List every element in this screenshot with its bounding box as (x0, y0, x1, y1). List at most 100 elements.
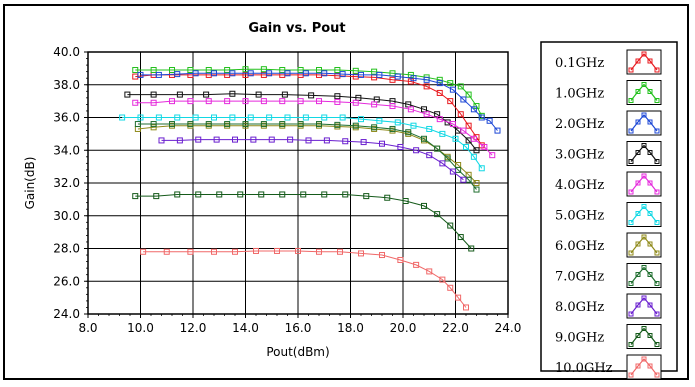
x-tick-label: 16.0 (285, 321, 312, 335)
legend-marker (628, 281, 634, 286)
data-point (279, 191, 286, 198)
legend-marker (628, 159, 634, 164)
data-point (457, 111, 464, 118)
legend-marker (647, 333, 653, 338)
data-point (211, 114, 217, 121)
chart-title: Gain vs. Pout (248, 21, 345, 36)
series-line (137, 125, 477, 184)
data-point (389, 103, 396, 110)
data-point (155, 71, 162, 78)
data-point (137, 114, 144, 121)
series-line (135, 74, 483, 146)
data-point (153, 193, 160, 200)
data-point (174, 71, 181, 78)
data-point (284, 114, 291, 121)
legend-line (630, 236, 658, 254)
data-point (334, 121, 341, 128)
data-point (150, 124, 157, 131)
y-tick-label: 34.0 (53, 143, 80, 157)
data-point (389, 125, 396, 132)
data-point (460, 96, 467, 103)
data-point (447, 98, 454, 105)
legend-item: 10.0GHz (555, 354, 662, 380)
data-point (192, 70, 199, 77)
data-point (358, 116, 364, 123)
data-point (316, 248, 322, 255)
series-line (140, 72, 498, 131)
data-point (150, 99, 157, 106)
data-point (284, 70, 291, 77)
legend-marker (635, 150, 641, 155)
data-point (150, 121, 157, 128)
data-point (321, 191, 328, 198)
data-point (229, 90, 236, 97)
x-tick-label: 24.0 (495, 321, 522, 335)
x-tick-label: 10.0 (127, 321, 154, 335)
legend-marker (641, 143, 647, 148)
data-point (137, 71, 144, 78)
series-line (143, 250, 467, 308)
data-point (305, 137, 312, 144)
data-point (232, 248, 238, 255)
data-point (447, 80, 454, 87)
data-point (439, 160, 446, 167)
series-layer (119, 66, 501, 311)
legend-line (630, 297, 658, 315)
legend-marker (641, 112, 647, 118)
data-point (473, 147, 480, 154)
data-point (376, 117, 383, 124)
data-point (465, 122, 472, 129)
data-point (297, 67, 304, 74)
data-point (150, 67, 157, 74)
data-point (457, 83, 464, 90)
data-point (494, 127, 501, 134)
data-point (352, 122, 359, 129)
data-point (489, 152, 496, 159)
data-point (402, 198, 409, 205)
data-point (421, 135, 427, 142)
data-point (468, 245, 475, 252)
data-point (470, 135, 477, 142)
legend-line (630, 144, 658, 162)
data-point (242, 98, 249, 105)
legend-label: 6.0GHz (555, 239, 604, 254)
data-point (192, 114, 199, 121)
legend-line (630, 175, 658, 193)
data-point (371, 68, 378, 75)
data-point (174, 191, 181, 198)
data-point (394, 73, 401, 80)
data-point (426, 152, 433, 159)
legend-marker (635, 333, 641, 338)
data-point (187, 121, 194, 128)
legend-item: 1.0GHz (555, 80, 662, 105)
legend-label: 0.1GHz (555, 56, 604, 71)
data-point (449, 121, 456, 128)
data-point (439, 130, 446, 137)
series-line (122, 117, 483, 169)
legend-item: 6.0GHz (555, 232, 662, 258)
legend-item: 4.0GHz (555, 171, 662, 197)
data-point (281, 91, 288, 98)
legend-marker (647, 272, 653, 277)
data-point (463, 304, 469, 311)
legend-marker (635, 272, 641, 277)
data-point (224, 98, 231, 105)
legend-marker (654, 128, 660, 134)
legend-marker (641, 326, 647, 331)
data-point (465, 91, 472, 98)
data-point (205, 67, 212, 74)
data-point (426, 125, 433, 132)
legend: 0.1GHz 1.0GHz 2.0GHz 3.0GHz 4.0GHz 5.0GHz 6.0G… (555, 49, 662, 380)
data-point (187, 248, 194, 255)
legend-marker (654, 220, 660, 225)
legend-marker (635, 241, 641, 247)
data-point (363, 193, 370, 200)
data-point (268, 136, 275, 143)
data-point (203, 91, 210, 98)
data-point (423, 76, 430, 83)
data-point (213, 136, 220, 143)
data-point (452, 135, 459, 142)
data-point (279, 67, 286, 74)
data-point (460, 127, 467, 134)
data-point (132, 193, 139, 200)
